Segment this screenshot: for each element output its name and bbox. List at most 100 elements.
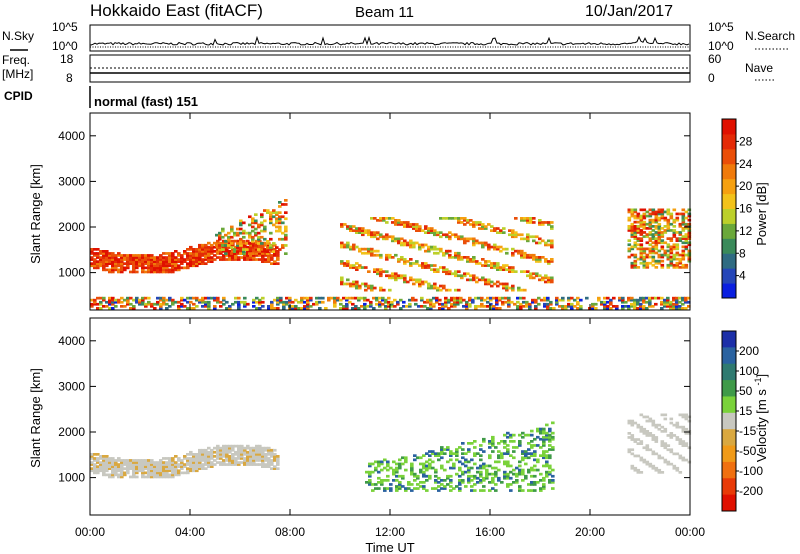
heatmap-cell bbox=[207, 254, 211, 257]
heatmap-cell bbox=[258, 298, 262, 302]
heatmap-cell bbox=[527, 489, 531, 492]
heatmap-cell bbox=[254, 246, 258, 249]
heatmap-cell bbox=[648, 417, 653, 421]
heatmap-cell bbox=[192, 469, 196, 473]
heatmap-cell bbox=[117, 467, 121, 470]
heatmap-cell bbox=[672, 229, 677, 232]
heatmap-cell bbox=[627, 307, 631, 310]
heatmap-cell bbox=[231, 461, 235, 464]
heatmap-cell bbox=[330, 296, 334, 300]
heatmap-cell bbox=[357, 307, 361, 310]
colorbar-swatch bbox=[722, 208, 736, 224]
heatmap-cell bbox=[401, 485, 405, 488]
heatmap-cell bbox=[541, 221, 545, 224]
heatmap-cell bbox=[448, 231, 452, 234]
heatmap-cell bbox=[506, 474, 510, 478]
heatmap-cell bbox=[266, 250, 270, 253]
heatmap-cell bbox=[636, 307, 640, 310]
heatmap-cell bbox=[180, 302, 184, 306]
heatmap-cell bbox=[675, 436, 680, 439]
heatmap-cell bbox=[500, 452, 504, 455]
heatmap-cell bbox=[210, 450, 214, 454]
heatmap-cell bbox=[426, 307, 430, 310]
heatmap-cell bbox=[201, 459, 205, 462]
heatmap-cell bbox=[276, 262, 280, 265]
heatmap-cell bbox=[416, 474, 420, 478]
heatmap-cell bbox=[633, 305, 637, 308]
heatmap-cell bbox=[470, 466, 474, 470]
heatmap-cell bbox=[445, 217, 449, 220]
x-tick-label: 00:00 bbox=[675, 525, 705, 539]
heatmap-cell bbox=[391, 276, 395, 280]
heatmap-cell bbox=[425, 474, 429, 478]
heatmap-cell bbox=[261, 461, 265, 464]
heatmap-cell bbox=[275, 219, 279, 223]
heatmap-cell bbox=[687, 446, 692, 450]
heatmap-cell bbox=[382, 288, 386, 292]
heatmap-cell bbox=[542, 440, 546, 443]
heatmap-cell bbox=[279, 298, 283, 302]
heatmap-cell bbox=[427, 264, 431, 267]
heatmap-cell bbox=[261, 296, 265, 300]
heatmap-cell bbox=[456, 296, 460, 300]
heatmap-cell bbox=[195, 252, 199, 255]
colorbar-swatch bbox=[722, 163, 736, 180]
heatmap-cell bbox=[476, 452, 480, 455]
heatmap-cell bbox=[102, 262, 106, 265]
heatmap-cell bbox=[482, 462, 486, 466]
heatmap-cell bbox=[551, 435, 555, 439]
heatmap-cell bbox=[276, 300, 280, 304]
heatmap-cell bbox=[669, 432, 674, 435]
heatmap-cell bbox=[135, 461, 139, 464]
heatmap-cell bbox=[168, 254, 172, 257]
heatmap-cell bbox=[126, 258, 130, 261]
heatmap-cell bbox=[642, 247, 647, 251]
heatmap-cell bbox=[349, 264, 353, 267]
heatmap-cell bbox=[108, 298, 112, 302]
heatmap-cell bbox=[397, 241, 401, 245]
heatmap-cell bbox=[340, 278, 344, 282]
heatmap-cell bbox=[174, 300, 178, 304]
heatmap-cell bbox=[636, 425, 641, 429]
heatmap-cell bbox=[303, 305, 307, 308]
heatmap-cell bbox=[355, 280, 359, 284]
heatmap-cell bbox=[511, 284, 515, 288]
heatmap-cell bbox=[669, 305, 673, 308]
heatmap-cell bbox=[333, 296, 337, 300]
heatmap-cell bbox=[126, 254, 130, 257]
noise-sky-line bbox=[90, 35, 690, 46]
heatmap-cell bbox=[192, 453, 196, 456]
heatmap-cell bbox=[224, 244, 228, 247]
heatmap-cell bbox=[550, 258, 554, 261]
heatmap-cell bbox=[530, 429, 534, 433]
heatmap-cell bbox=[159, 298, 163, 302]
heatmap-cell bbox=[351, 302, 355, 306]
heatmap-cell bbox=[234, 296, 238, 300]
x-axis: 00:00 04:00 08:00 12:00 16:00 20:00 00:00 bbox=[75, 113, 705, 539]
heatmap-cell bbox=[455, 452, 459, 455]
heatmap-cell bbox=[403, 243, 407, 247]
heatmap-cell bbox=[445, 233, 449, 237]
heatmap-cell bbox=[240, 256, 244, 259]
heatmap-cell bbox=[403, 276, 407, 280]
heatmap-cell bbox=[352, 225, 356, 228]
heatmap-cell bbox=[132, 260, 136, 263]
heatmap-cell bbox=[162, 298, 166, 302]
heatmap-cell bbox=[132, 256, 136, 259]
heatmap-cell bbox=[440, 446, 444, 449]
heatmap-cell bbox=[129, 258, 133, 261]
heatmap-cell bbox=[273, 243, 277, 247]
heatmap-cell bbox=[684, 442, 689, 445]
heatmap-cell bbox=[459, 296, 463, 300]
heatmap-cell bbox=[138, 258, 142, 261]
heatmap-cell bbox=[162, 252, 166, 255]
heatmap-cell bbox=[657, 229, 662, 232]
heatmap-cell bbox=[461, 456, 465, 460]
heatmap-cell bbox=[648, 462, 653, 466]
heatmap-cell bbox=[499, 229, 503, 232]
heatmap-cell bbox=[237, 448, 241, 452]
heatmap-cell bbox=[521, 452, 525, 455]
heatmap-cell bbox=[418, 264, 422, 267]
heatmap-cell bbox=[132, 459, 136, 462]
heatmap-cell bbox=[502, 231, 506, 234]
